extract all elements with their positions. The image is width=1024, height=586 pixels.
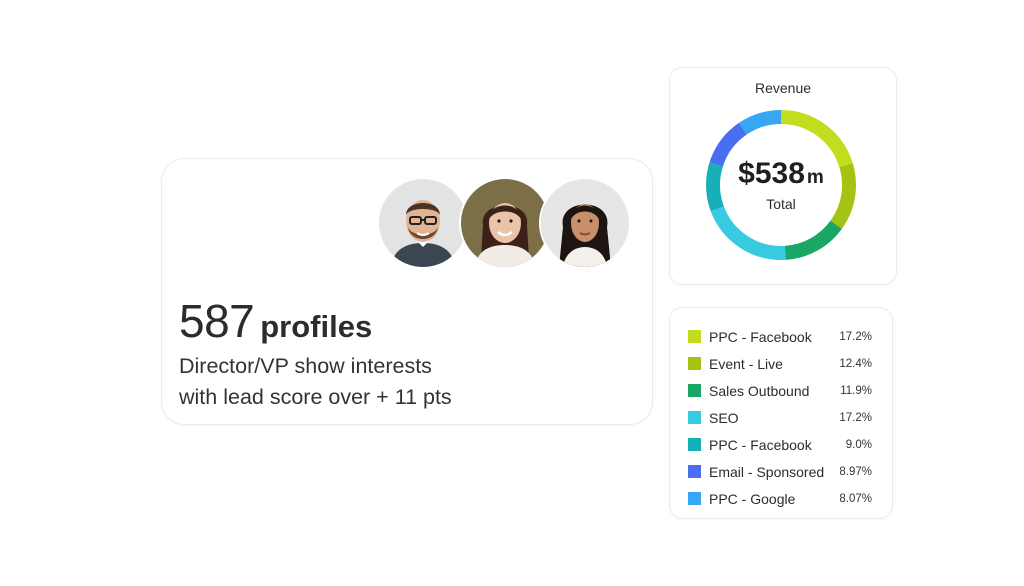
- legend-item: Sales Outbound 11.9%: [688, 377, 878, 404]
- woman-avatar-icon: [461, 179, 549, 267]
- revenue-card: Revenue $538 m Total: [669, 67, 897, 285]
- legend-item: PPC - Google 8.07%: [688, 485, 878, 512]
- legend-label: Event - Live: [709, 355, 783, 372]
- revenue-total-label: Total: [766, 196, 796, 212]
- legend-card: PPC - Facebook 17.2% Event - Live 12.4% Sale…: [669, 307, 893, 519]
- legend-item: PPC - Facebook 9.0%: [688, 431, 878, 458]
- donut-segment: [706, 110, 856, 260]
- revenue-total-value: $538: [738, 157, 805, 190]
- legend-percent: 11.9%: [840, 384, 872, 397]
- legend-item: PPC - Facebook 17.2%: [688, 323, 878, 350]
- legend-swatch: [688, 492, 701, 505]
- legend-swatch: [688, 357, 701, 370]
- profiles-description-line: Director/VP show interests: [179, 354, 432, 378]
- donut-segment: [706, 110, 856, 260]
- legend-label: Email - Sponsored: [709, 463, 825, 480]
- profiles-description: Director/VP show interests with lead sco…: [179, 351, 452, 413]
- avatar-group: [377, 177, 631, 269]
- donut-segment: [706, 110, 856, 260]
- legend-label: PPC - Facebook: [709, 436, 812, 453]
- legend-item: SEO 17.2%: [688, 404, 878, 431]
- avatar: [377, 177, 469, 269]
- revenue-total-suffix: m: [806, 167, 824, 188]
- legend-list: PPC - Facebook 17.2% Event - Live 12.4% Sale…: [688, 323, 878, 512]
- legend-percent: 17.2%: [839, 411, 872, 424]
- legend-percent: 12.4%: [839, 357, 872, 370]
- avatar: [539, 177, 631, 269]
- legend-percent: 17.2%: [839, 330, 872, 343]
- legend-label: PPC - Google: [709, 490, 796, 507]
- legend-label: SEO: [709, 409, 739, 426]
- profiles-description-line: with lead score over + 11 pts: [179, 385, 452, 409]
- revenue-donut-chart: [706, 110, 856, 260]
- donut-segment: [706, 110, 856, 260]
- legend-swatch: [688, 411, 701, 424]
- legend-percent: 9.0%: [845, 438, 872, 451]
- legend-swatch: [688, 384, 701, 397]
- profiles-count-unit: profiles: [260, 309, 373, 344]
- revenue-total: $538 m: [738, 158, 824, 194]
- legend-item: Email - Sponsored 8.97%: [688, 458, 878, 485]
- profiles-count: 587 profiles: [179, 294, 372, 348]
- legend-item: Event - Live 12.4%: [688, 350, 878, 377]
- legend-label: Sales Outbound: [709, 382, 810, 399]
- profiles-count-number: 587: [179, 295, 255, 347]
- legend-label: PPC - Facebook: [709, 328, 812, 345]
- legend-percent: 8.97%: [839, 465, 872, 478]
- woman-avatar-icon: [541, 179, 629, 267]
- legend-swatch: [688, 330, 701, 343]
- man-avatar-icon: [379, 179, 467, 267]
- donut-center: $538 m Total: [700, 104, 862, 266]
- revenue-title: Revenue: [754, 80, 812, 96]
- legend-percent: 8.07%: [839, 492, 872, 505]
- legend-swatch: [688, 465, 701, 478]
- avatar: [459, 177, 551, 269]
- profiles-card: 587 profiles Director/VP show interests w…: [161, 158, 653, 425]
- legend-swatch: [688, 438, 701, 451]
